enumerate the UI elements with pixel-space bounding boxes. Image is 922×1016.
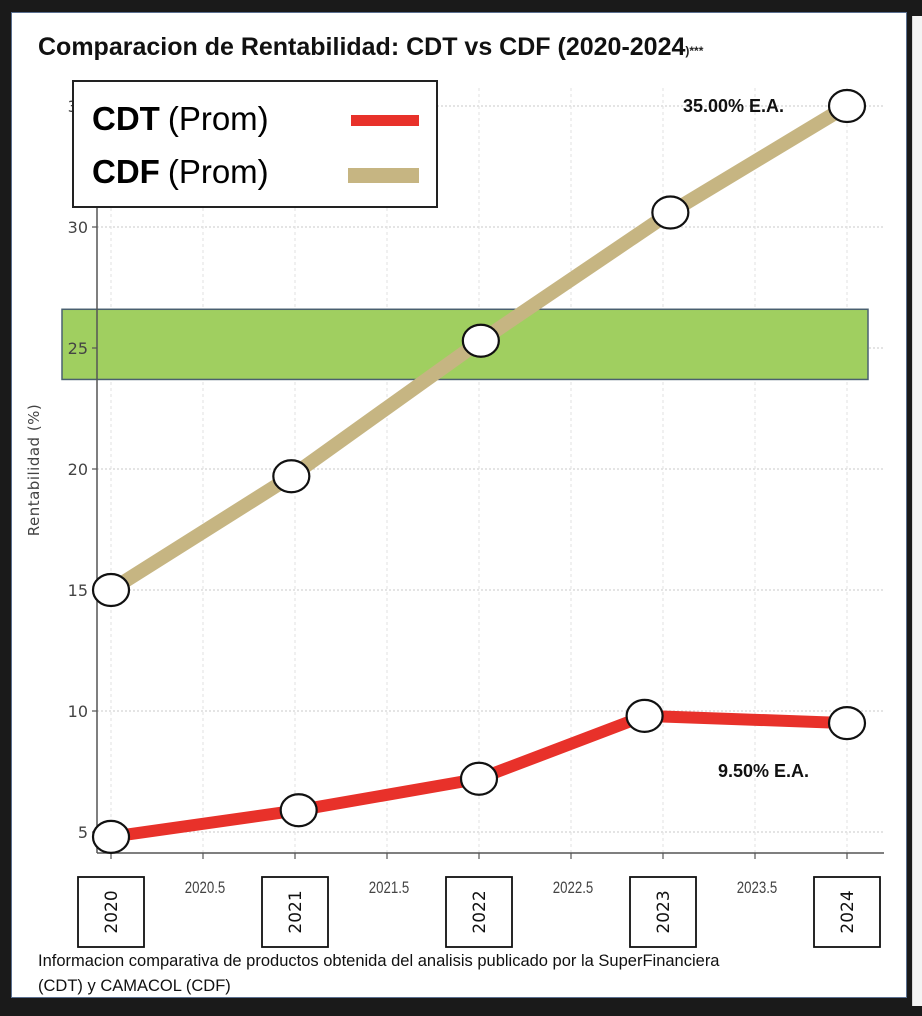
y-tick-label: 15 — [68, 581, 88, 600]
markers-group — [91, 88, 867, 854]
footnote-line-2: (CDT) y CAMACOL (CDF) — [38, 977, 231, 995]
annotation-cdf-final: 35.00% E.A. — [683, 96, 784, 116]
year-box — [813, 876, 881, 948]
legend-swatch-cdt — [351, 115, 419, 126]
legend-swatch-cdf — [348, 168, 419, 183]
marker-cdt — [827, 705, 867, 741]
year-box-label: 2024 — [838, 890, 858, 933]
chart-title: Comparacion de Rentabilidad: CDT vs CDF … — [38, 33, 704, 61]
year-box — [77, 876, 145, 948]
annotation-cdt-final: 9.50% E.A. — [718, 761, 809, 781]
marker-cdt — [625, 698, 664, 733]
footnote: Informacion comparativa de productos obt… — [38, 952, 720, 995]
legend-box — [72, 80, 438, 208]
footnote-line-1: Informacion comparativa de productos obt… — [38, 952, 720, 970]
marker-cdf — [272, 459, 311, 494]
year-box — [629, 876, 697, 948]
legend-cdf-suffix: (Prom) — [168, 153, 269, 190]
legend-entry-cdt: CDT (Prom) — [92, 100, 269, 137]
legend-cdt-suffix: (Prom) — [168, 100, 269, 137]
x-tick-label: 2022.5 — [553, 879, 594, 898]
legend-cdf-name: CDF — [92, 153, 160, 190]
annotations: 35.00% E.A. 9.50% E.A. — [683, 96, 809, 781]
year-box — [261, 876, 329, 948]
year-box-label: 2021 — [286, 890, 306, 933]
y-tick-label: 20 — [68, 460, 88, 479]
marker-cdt — [279, 793, 318, 828]
background-strip — [912, 16, 922, 1006]
legend: CDT (Prom) CDF (Prom) — [72, 80, 438, 208]
marker-cdt — [459, 761, 499, 796]
year-box — [445, 876, 513, 948]
marker-cdf — [91, 572, 131, 608]
y-ticks: 5101520253035 — [68, 97, 97, 842]
chart-title-main: Comparacion de Rentabilidad: CDT vs CDF … — [38, 33, 685, 61]
y-tick-label: 25 — [68, 339, 88, 358]
marker-cdt — [91, 819, 131, 854]
chart-title-suffix: )*** — [685, 44, 703, 58]
legend-entry-cdf: CDF (Prom) — [92, 153, 269, 190]
axes — [96, 88, 884, 854]
year-box-label: 2020 — [102, 890, 122, 933]
marker-cdf — [651, 195, 690, 230]
year-box-label: 2022 — [470, 890, 490, 933]
y-tick-label: 10 — [68, 702, 88, 721]
marker-cdf — [461, 323, 500, 358]
legend-cdt-name: CDT — [92, 100, 160, 137]
y-tick-label: 30 — [68, 218, 88, 237]
y-tick-label: 5 — [78, 823, 88, 842]
marker-cdf — [827, 88, 867, 124]
x-tick-label: 2023.5 — [737, 879, 778, 898]
x-ticks: 2020.5 2021.5 2022.5 2023.5 2020 2021 2022 2023… — [77, 853, 881, 948]
year-box-label: 2023 — [654, 890, 674, 933]
x-tick-label: 2020.5 — [185, 879, 226, 898]
y-axis-label: Rentabilidad (%) — [25, 404, 43, 537]
x-tick-label: 2021.5 — [369, 879, 410, 898]
